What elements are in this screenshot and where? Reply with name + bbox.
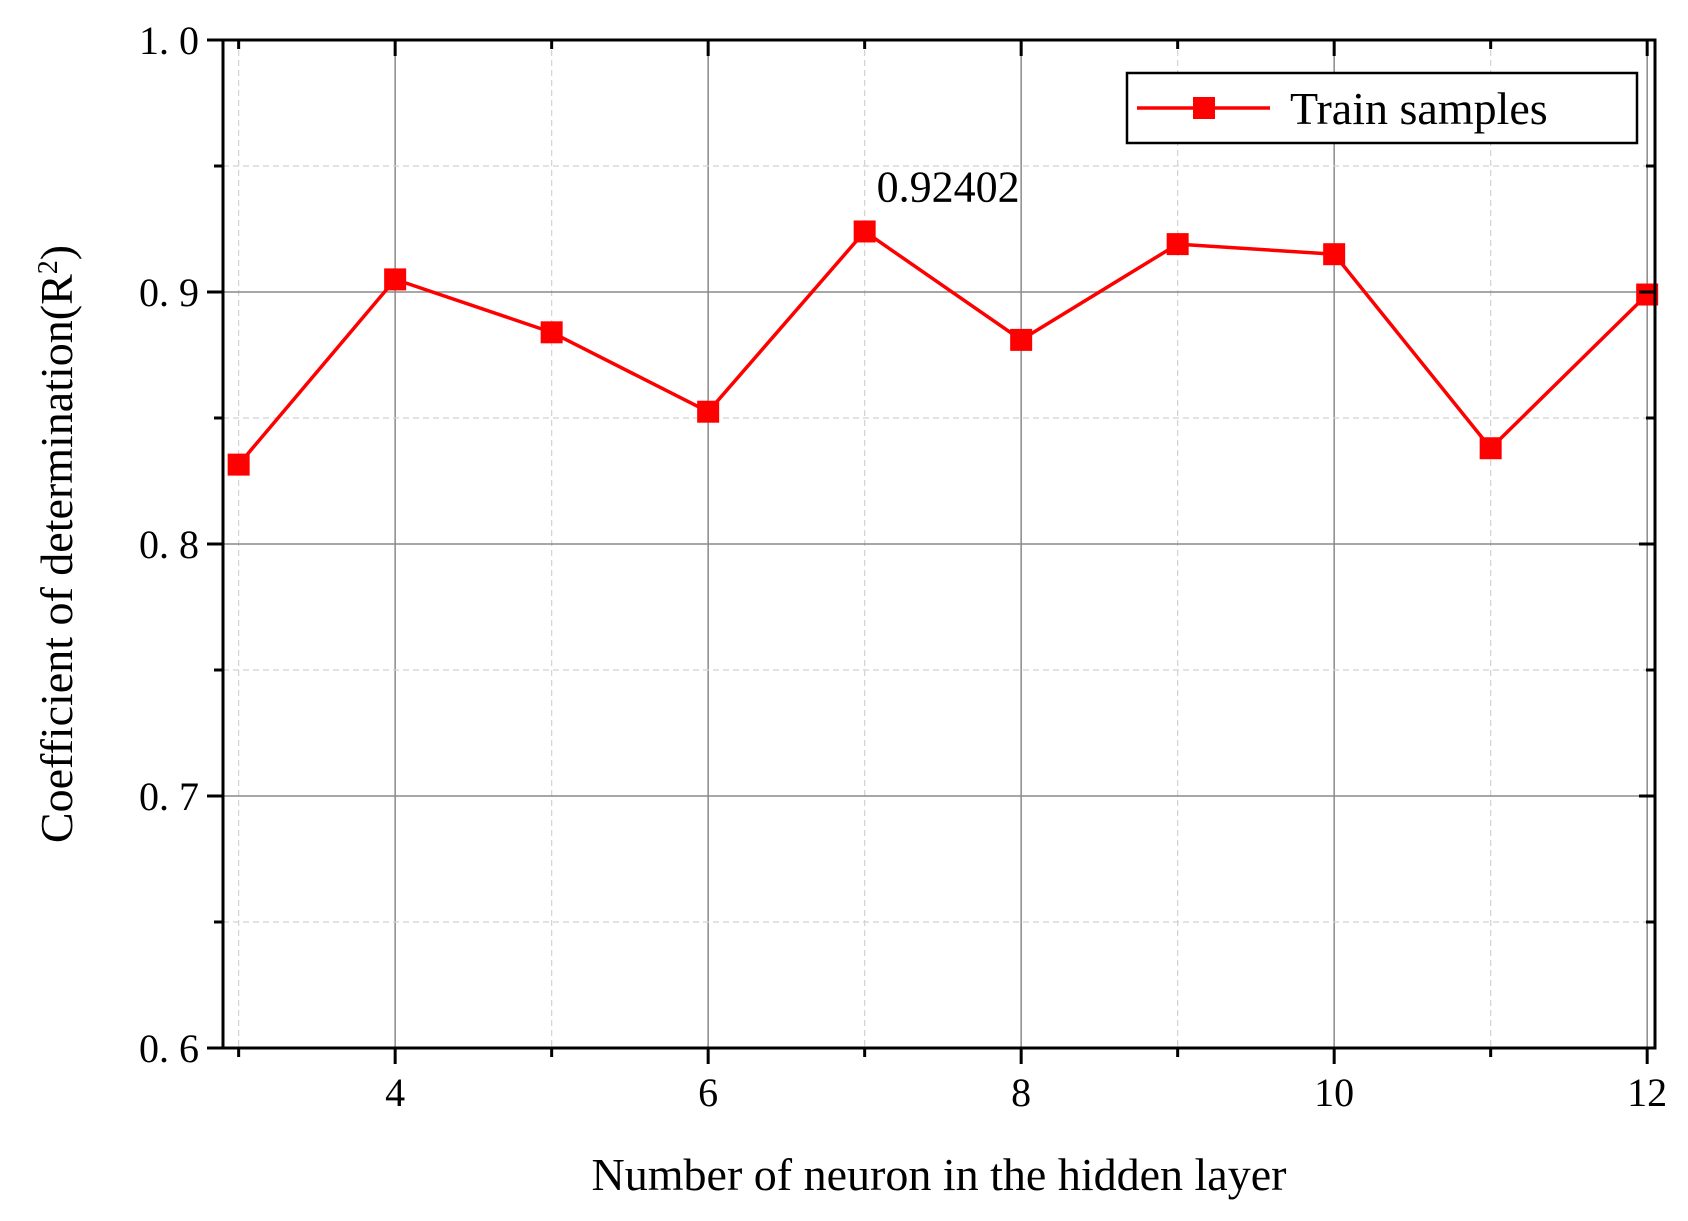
y-axis-title-superscript: 2 <box>33 260 64 274</box>
data-point <box>227 453 250 476</box>
data-point <box>1010 328 1033 351</box>
y-tick-label: 0. 9 <box>139 270 199 315</box>
data-point <box>1636 283 1659 306</box>
x-tick-label: 10 <box>1314 1070 1354 1115</box>
data-point <box>540 321 563 344</box>
y-axis-title-text: Coefficient of determination(R <box>31 274 82 843</box>
x-tick-label: 6 <box>698 1070 718 1115</box>
data-point <box>1166 233 1189 256</box>
data-point <box>384 268 407 291</box>
x-tick-label: 8 <box>1011 1070 1031 1115</box>
y-axis-title: Coefficient of determination(R2) <box>31 245 82 843</box>
x-tick-label: 12 <box>1627 1070 1667 1115</box>
data-point <box>1323 243 1346 266</box>
annotations: 0.92402 <box>877 162 1020 211</box>
y-axis-title-close: ) <box>31 245 82 260</box>
data-point <box>1479 437 1502 460</box>
series-line <box>237 229 1649 466</box>
tick-labels: 4 6 8 10 12 0. 6 0. 7 0. 8 0. 9 1. 0 <box>139 18 1667 1115</box>
ticks <box>207 38 1655 1064</box>
data-point <box>697 400 720 423</box>
x-tick-label: 4 <box>385 1070 405 1115</box>
y-tick-label: 0. 6 <box>139 1026 199 1071</box>
y-tick-label: 1. 0 <box>139 18 199 63</box>
legend-label: Train samples <box>1290 83 1548 134</box>
y-tick-label: 0. 8 <box>139 522 199 567</box>
legend-marker <box>1193 97 1215 119</box>
data-label: 0.92402 <box>877 162 1020 211</box>
data-point <box>853 220 876 243</box>
series-layer <box>227 220 1659 476</box>
y-tick-label: 0. 7 <box>139 774 199 819</box>
legend: Train samples <box>1125 71 1639 145</box>
x-axis-title: Number of neuron in the hidden layer <box>592 1149 1287 1200</box>
